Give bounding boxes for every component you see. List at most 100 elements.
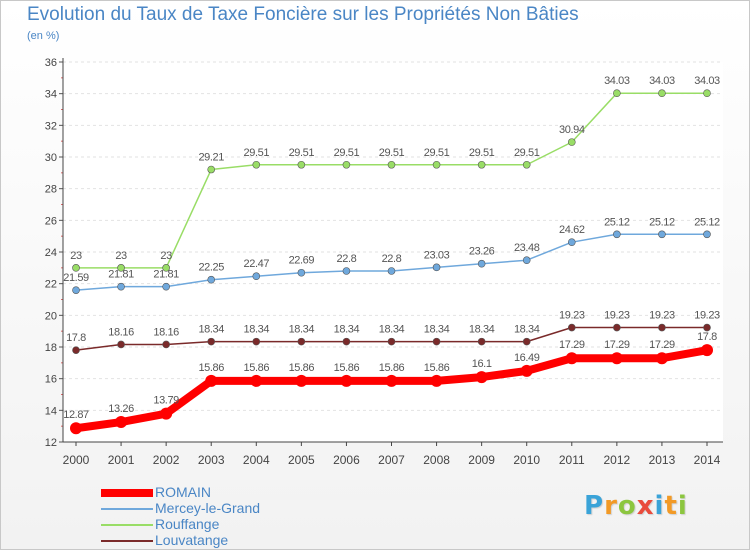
- legend-swatch: [101, 508, 153, 510]
- y-tick-label: 24: [45, 247, 57, 259]
- y-tick-label: 30: [45, 152, 57, 164]
- data-label: 34.03: [694, 75, 720, 87]
- legend-swatch: [101, 540, 153, 542]
- data-point: [72, 286, 80, 294]
- data-point: [387, 337, 396, 346]
- data-point: [522, 337, 531, 346]
- data-point: [207, 275, 216, 284]
- data-label: 18.34: [289, 324, 315, 336]
- y-tick-label: 22: [45, 279, 57, 291]
- data-point: [613, 323, 621, 332]
- x-tick-label: 2013: [649, 453, 676, 467]
- data-point: [385, 374, 398, 387]
- y-tick-label: 20: [45, 310, 57, 322]
- data-label: 22.8: [382, 253, 402, 265]
- x-tick-label: 2009: [468, 453, 495, 467]
- data-point: [477, 337, 486, 346]
- data-label: 23: [70, 250, 82, 262]
- legend-label: Louvatange: [155, 532, 229, 548]
- data-label: 18.16: [153, 326, 179, 338]
- data-label: 24.62: [559, 224, 585, 236]
- data-label: 25.12: [649, 216, 675, 228]
- data-point: [387, 160, 396, 169]
- legend-swatch: [101, 489, 153, 497]
- data-point: [252, 272, 261, 281]
- data-point: [207, 337, 216, 346]
- data-point: [72, 264, 80, 272]
- logo-letter: t: [664, 491, 678, 521]
- data-label: 16.49: [514, 352, 540, 364]
- data-label: 18.34: [198, 324, 224, 336]
- x-tick-label: 2007: [378, 453, 405, 467]
- logo-letter: r: [604, 491, 618, 521]
- legend-swatch: [101, 524, 153, 526]
- data-label: 12.87: [63, 409, 89, 421]
- data-label: 19.23: [694, 310, 720, 322]
- data-point: [432, 337, 441, 346]
- data-point: [655, 352, 668, 365]
- data-label: 13.26: [108, 403, 134, 415]
- x-tick-label: 2001: [108, 453, 135, 467]
- data-label: 15.86: [379, 362, 405, 374]
- data-label: 21.81: [153, 269, 179, 281]
- data-label: 17.8: [66, 332, 86, 344]
- data-point: [613, 230, 621, 239]
- y-tick-label: 26: [45, 215, 57, 227]
- data-label: 18.34: [424, 324, 450, 336]
- data-label: 15.86: [289, 362, 315, 374]
- x-tick-label: 2003: [198, 453, 225, 467]
- x-tick-label: 2005: [288, 453, 315, 467]
- data-point: [701, 344, 713, 357]
- data-point: [295, 374, 308, 387]
- data-label: 25.12: [604, 216, 630, 228]
- data-point: [703, 323, 711, 332]
- data-label: 21.59: [63, 272, 89, 284]
- data-point: [252, 337, 261, 346]
- y-tick-label: 36: [45, 57, 57, 69]
- logo-letter: i: [677, 491, 688, 521]
- data-label: 19.23: [604, 310, 630, 322]
- data-label: 22.25: [198, 262, 224, 274]
- chart-title: Evolution du Taux de Taxe Foncière sur l…: [27, 4, 579, 25]
- data-point: [297, 337, 306, 346]
- data-label: 30.94: [559, 124, 585, 136]
- y-tick-label: 14: [45, 405, 57, 417]
- data-label: 16.1: [472, 358, 492, 370]
- data-point: [522, 256, 531, 265]
- x-tick-label: 2004: [243, 453, 270, 467]
- data-label: 15.86: [198, 362, 224, 374]
- data-label: 29.51: [334, 147, 360, 159]
- data-label: 17.8: [697, 331, 717, 343]
- data-point: [297, 268, 306, 277]
- data-point: [703, 89, 711, 97]
- y-tick-label: 34: [45, 89, 57, 101]
- data-label: 29.21: [198, 152, 224, 164]
- data-point: [567, 238, 576, 246]
- data-label: 13.79: [153, 395, 179, 407]
- data-label: 25.12: [694, 216, 720, 228]
- data-point: [432, 263, 441, 272]
- data-point: [297, 160, 306, 169]
- logo-letter: P: [584, 491, 605, 521]
- data-label: 18.34: [379, 324, 405, 336]
- data-point: [565, 352, 578, 365]
- data-point: [117, 340, 125, 349]
- data-point: [658, 323, 666, 332]
- data-label: 17.29: [604, 339, 630, 351]
- data-label: 29.51: [244, 147, 270, 159]
- data-label: 15.86: [244, 362, 270, 374]
- data-label: 29.51: [424, 147, 450, 159]
- data-label: 18.34: [469, 324, 495, 336]
- data-point: [430, 374, 443, 387]
- y-tick-label: 32: [45, 120, 57, 132]
- data-label: 23: [160, 250, 172, 262]
- data-point: [250, 374, 263, 387]
- legend-label: Mercey-le-Grand: [155, 500, 261, 516]
- data-label: 22.69: [289, 255, 315, 267]
- data-label: 17.29: [649, 339, 675, 351]
- data-label: 18.16: [108, 326, 134, 338]
- data-point: [115, 416, 128, 429]
- y-tick-label: 28: [45, 184, 57, 196]
